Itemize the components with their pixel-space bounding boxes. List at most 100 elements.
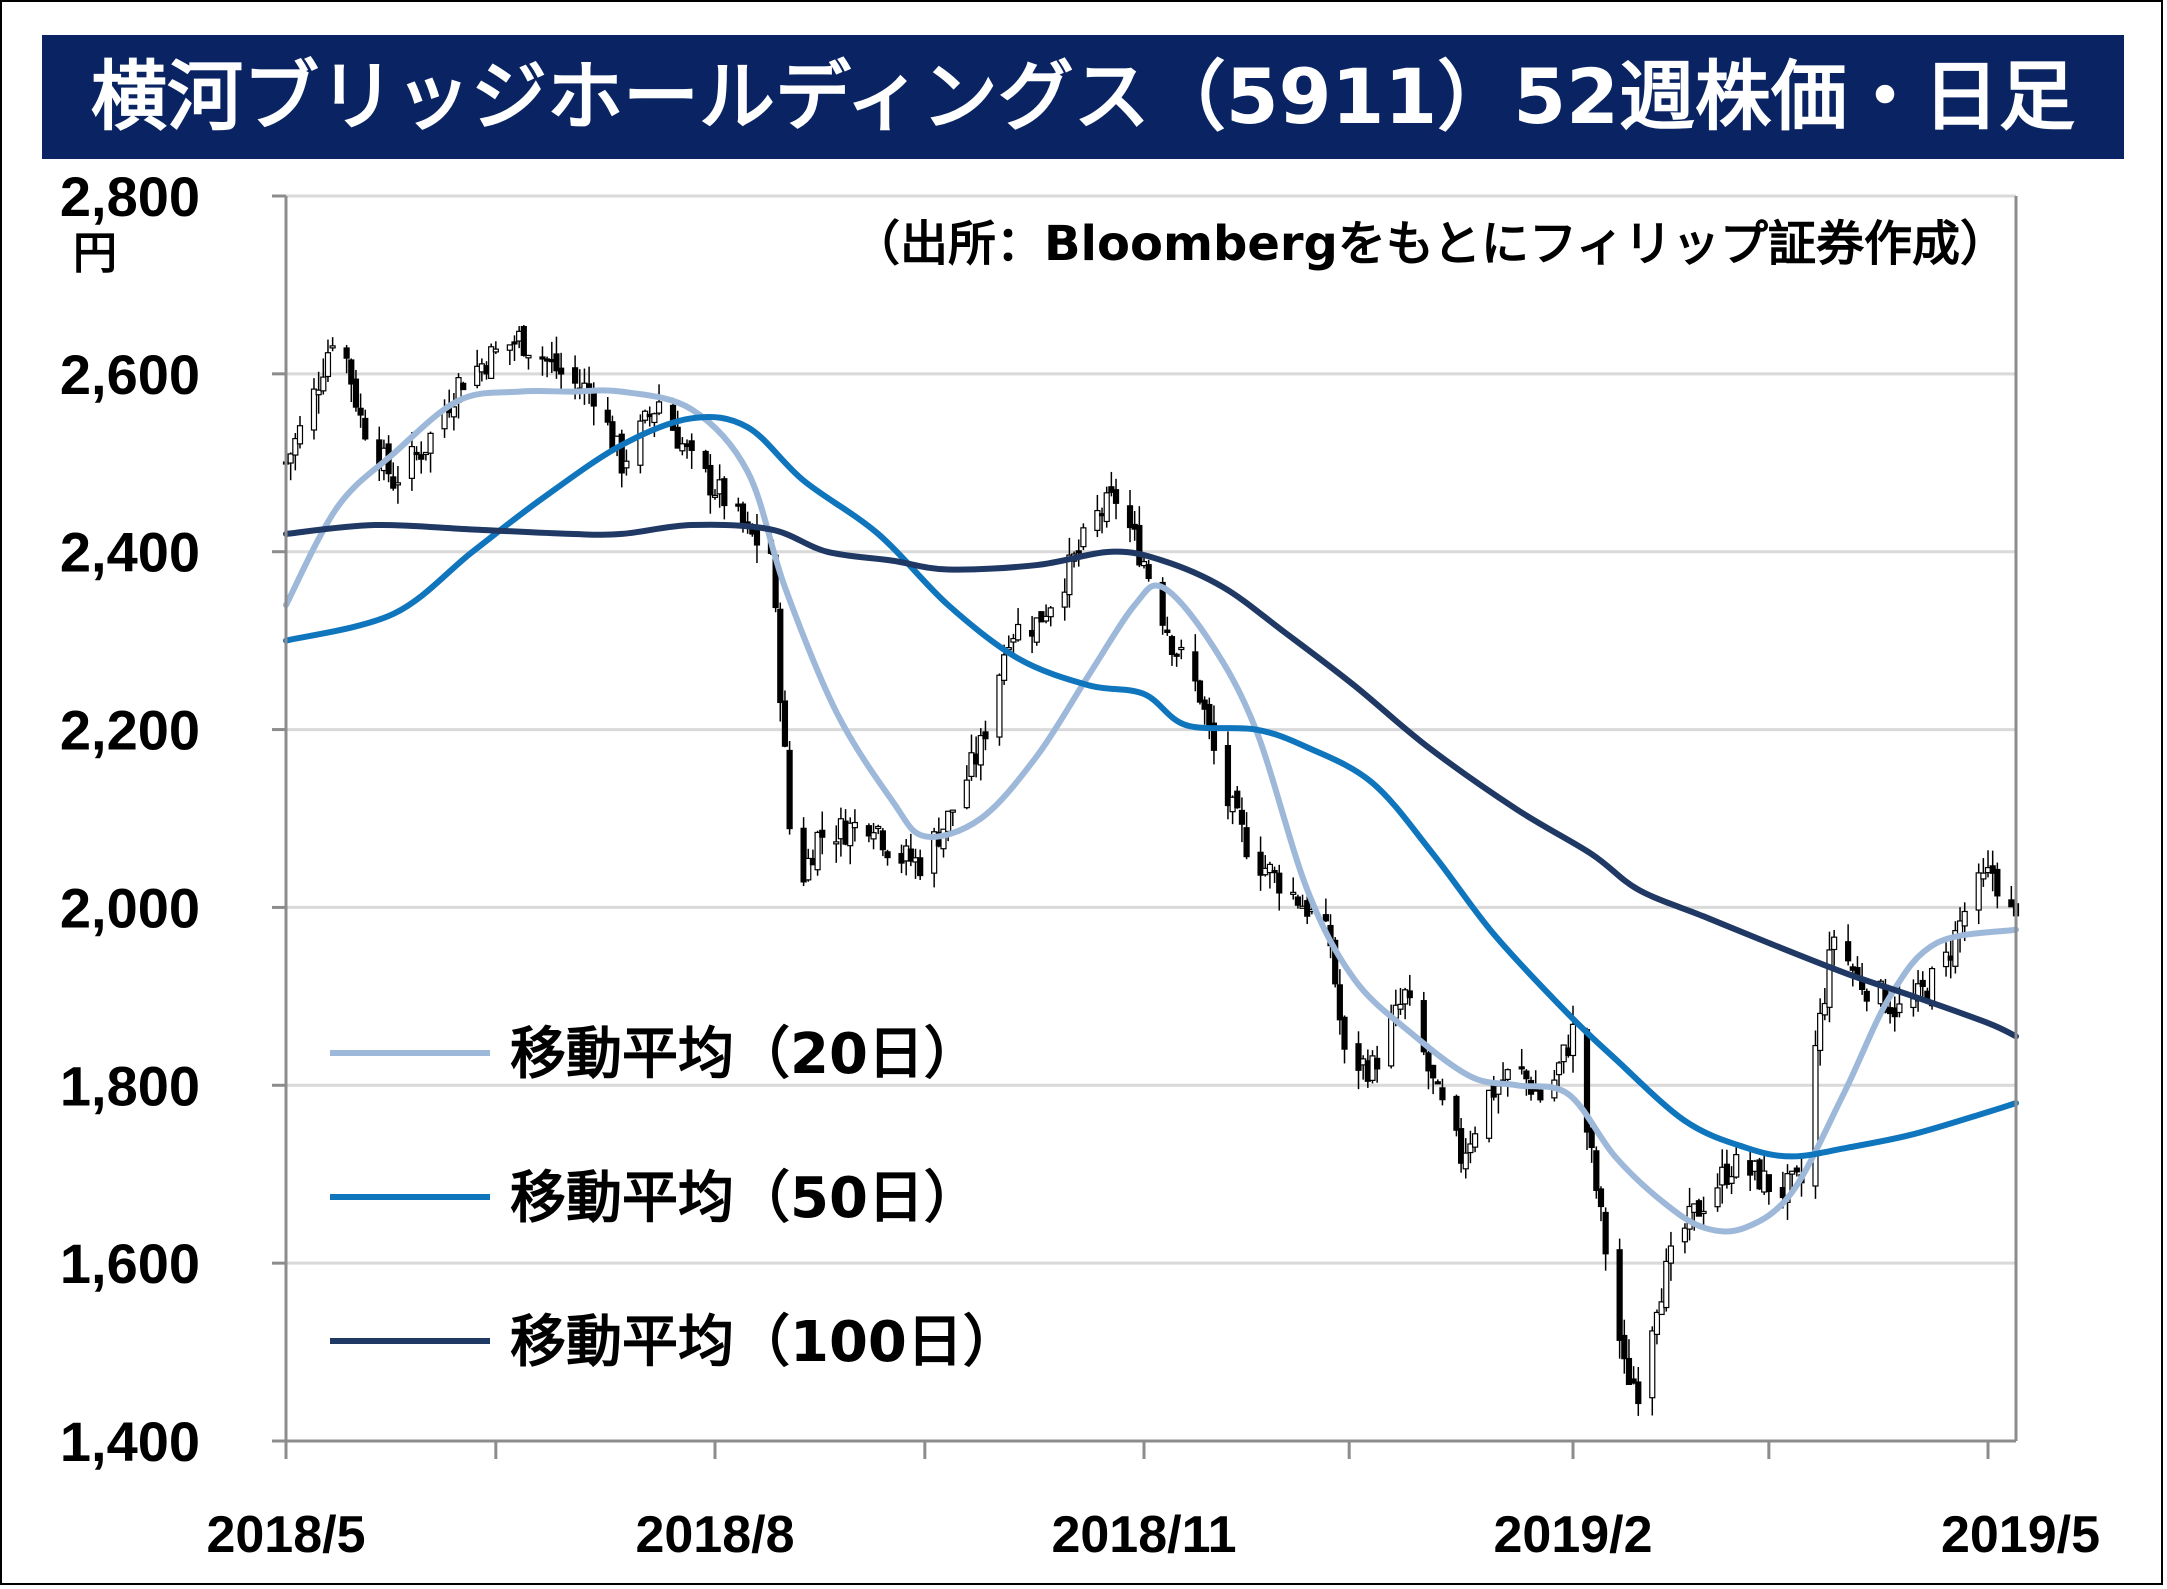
- candle-body: [413, 451, 420, 456]
- candle-body: [1616, 1249, 1623, 1341]
- candle-body: [1257, 851, 1264, 876]
- candle-body: [982, 731, 989, 740]
- grid-lines: [286, 194, 2016, 1265]
- axes: 1,400 1,600 1,800 2,000 2,200 2,400 2,600 2,800…: [60, 165, 2100, 1564]
- candle-body: [1094, 509, 1101, 531]
- x-tick-label: 2018/8: [635, 1506, 794, 1564]
- candle-body: [847, 822, 854, 847]
- legend-label: 移動平均（20日）: [510, 1022, 980, 1087]
- candle-body: [1173, 653, 1180, 657]
- candle-body: [511, 341, 518, 345]
- candle-body: [688, 440, 695, 452]
- candle-body: [1653, 1311, 1661, 1335]
- candle-body: [558, 367, 565, 375]
- candle-body: [315, 389, 322, 396]
- candle-body: [1112, 489, 1120, 504]
- candle-body: [1234, 790, 1241, 809]
- candle-body: [1332, 939, 1339, 985]
- candle-body: [618, 433, 625, 474]
- candle-body: [1080, 527, 1087, 548]
- legend-label: 移動平均（50日）: [510, 1166, 980, 1231]
- candle-body: [1457, 1128, 1465, 1164]
- candle-body: [870, 832, 877, 840]
- candle-body: [1196, 680, 1204, 703]
- candle-body: [996, 674, 1003, 738]
- candle-body: [1304, 900, 1311, 917]
- candle-body: [819, 829, 826, 838]
- candle-body: [702, 450, 709, 469]
- candle-body: [777, 608, 784, 704]
- candle-body: [1397, 1003, 1404, 1010]
- candle-body: [506, 344, 513, 351]
- candle-body: [977, 734, 984, 766]
- candle-body: [1271, 869, 1278, 874]
- candle-body: [879, 830, 886, 851]
- candle-body: [1047, 607, 1054, 618]
- candle-body: [949, 809, 956, 813]
- candle-body: [1602, 1211, 1609, 1255]
- candle-body: [604, 409, 611, 423]
- candle-body: [1975, 872, 1982, 911]
- candle-body: [1826, 949, 1833, 1008]
- candle-body: [1994, 868, 2001, 897]
- candle-body: [1434, 1081, 1441, 1085]
- candle-body: [1733, 1154, 1740, 1178]
- candle-body: [917, 857, 924, 877]
- candle-body: [1276, 872, 1283, 894]
- candle-body: [1821, 1002, 1828, 1016]
- candle-body: [1630, 1378, 1637, 1384]
- candle-body: [1168, 636, 1176, 655]
- candle-body: [1658, 1301, 1665, 1316]
- chart-title: 横河ブリッジホールディングス（5911）52週株価・日足: [42, 35, 2124, 159]
- candle-body: [1453, 1095, 1460, 1131]
- candle-body: [1336, 984, 1343, 1021]
- candle-body: [1597, 1188, 1605, 1208]
- candle-body: [1952, 929, 1959, 967]
- candle-body: [931, 831, 938, 874]
- candle-body: [362, 417, 369, 440]
- candle-body: [1789, 1170, 1796, 1175]
- candle-body: [1126, 505, 1134, 529]
- candle-body: [833, 841, 840, 845]
- candle-body: [418, 454, 425, 460]
- candle-body: [884, 851, 891, 859]
- y-tick-label: 1,800: [60, 1054, 200, 1117]
- y-tick-label: 2,600: [60, 343, 200, 406]
- candle-body: [1681, 1227, 1689, 1243]
- candle-body: [1537, 1089, 1544, 1101]
- candle-body: [1569, 1023, 1577, 1057]
- candle-body: [1919, 979, 1926, 988]
- candle-body: [1863, 990, 1870, 1002]
- candle-body: [310, 388, 318, 431]
- candle-body: [1471, 1133, 1479, 1148]
- candle-body: [1504, 1069, 1511, 1080]
- candle-body: [474, 365, 481, 387]
- candle-body: [1728, 1176, 1735, 1184]
- candle-body: [786, 749, 793, 830]
- candle-body: [460, 382, 467, 391]
- y-tick-label: 2,400: [60, 521, 200, 584]
- candle-body: [320, 376, 327, 392]
- x-tick-label: 2018/5: [206, 1506, 365, 1564]
- candle-body: [1266, 863, 1274, 874]
- candle-body: [651, 413, 658, 424]
- candle-body: [1388, 1017, 1395, 1067]
- candle-body: [637, 420, 644, 466]
- candle-body: [1015, 623, 1022, 641]
- candle-body: [296, 425, 304, 445]
- candle-body: [721, 478, 728, 507]
- candle-body: [1042, 615, 1050, 622]
- candle-body: [800, 827, 807, 883]
- candle-body: [324, 352, 332, 378]
- candle-body: [343, 347, 350, 359]
- candle-body: [525, 354, 532, 359]
- x-tick-label: 2019/5: [1941, 1506, 2100, 1564]
- candle-body: [1845, 941, 1852, 962]
- candle-body: [450, 406, 457, 418]
- candle-body: [679, 443, 686, 452]
- candle-body: [1812, 1044, 1819, 1187]
- legend-label: 移動平均（100日）: [510, 1310, 1019, 1375]
- candle-body: [1406, 990, 1413, 999]
- series-line-ma20: [283, 387, 2019, 1235]
